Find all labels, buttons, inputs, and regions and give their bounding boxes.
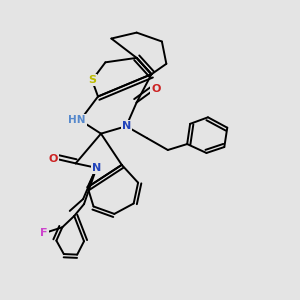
Text: N: N <box>92 163 101 173</box>
Text: S: S <box>88 75 96 85</box>
Text: N: N <box>122 121 131 131</box>
Text: O: O <box>151 84 160 94</box>
Text: O: O <box>49 154 58 164</box>
Text: HN: HN <box>68 115 86 125</box>
Text: F: F <box>40 228 48 238</box>
